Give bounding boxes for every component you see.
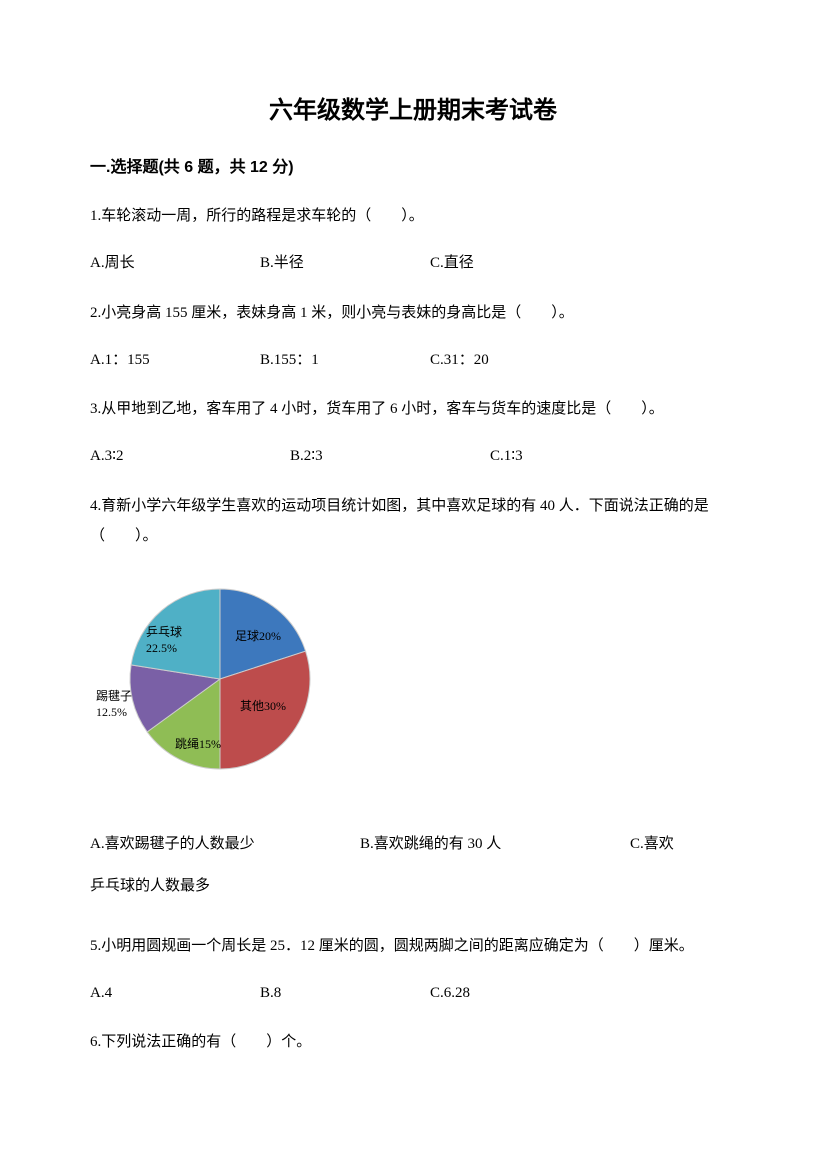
- pie-chart: 足球20% 其他30% 跳绳15% 踢毽子12.5% 乒乓球22.5%: [90, 569, 350, 799]
- question-6-text: 6.下列说法正确的有（ ）个。: [90, 1027, 736, 1057]
- q1-option-c: C.直径: [430, 249, 630, 278]
- question-1-options: A.周长 B.半径 C.直径: [90, 249, 736, 278]
- q5-option-a: A.4: [90, 979, 260, 1008]
- q5-option-b: B.8: [260, 979, 430, 1008]
- q3-option-a: A.3∶2: [90, 442, 290, 471]
- pie-slice-label: 踢毽子: [96, 689, 132, 705]
- q3-option-b: B.2∶3: [290, 442, 490, 471]
- question-5-text: 5.小明用圆规画一个周长是 25．12 厘米的圆，圆规两脚之间的距离应确定为（ …: [90, 931, 736, 961]
- question-1-text: 1.车轮滚动一周，所行的路程是求车轮的（ ）。: [90, 201, 736, 231]
- q1-option-a: A.周长: [90, 249, 260, 278]
- question-3-options: A.3∶2 B.2∶3 C.1∶3: [90, 442, 736, 471]
- q4-option-a: A.喜欢踢毽子的人数最少: [90, 823, 360, 865]
- pie-slice-label: 22.5%: [146, 641, 177, 657]
- q5-option-c: C.6.28: [430, 979, 630, 1008]
- q2-option-c: C.31：20: [430, 346, 630, 375]
- q2-option-b: B.155：1: [260, 346, 430, 375]
- pie-slice-label: 乒乓球: [146, 625, 182, 641]
- q4-option-c-continued: 乒乓球的人数最多: [90, 865, 736, 907]
- q1-option-b: B.半径: [260, 249, 430, 278]
- question-5-options: A.4 B.8 C.6.28: [90, 979, 736, 1008]
- question-4-options: A.喜欢踢毽子的人数最少 B.喜欢跳绳的有 30 人 C.喜欢 乒乓球的人数最多: [90, 823, 736, 907]
- question-3-text: 3.从甲地到乙地，客车用了 4 小时，货车用了 6 小时，客车与货车的速度比是（…: [90, 394, 736, 424]
- pie-chart-svg: [90, 569, 350, 799]
- pie-slice-label: 其他30%: [240, 699, 286, 715]
- section-1-header: 一.选择题(共 6 题，共 12 分): [90, 153, 736, 177]
- q3-option-c: C.1∶3: [490, 442, 650, 471]
- q4-option-c: C.喜欢: [630, 823, 736, 865]
- question-2-text: 2.小亮身高 155 厘米，表妹身高 1 米，则小亮与表妹的身高比是（ ）。: [90, 298, 736, 328]
- pie-slice-label: 足球20%: [235, 629, 281, 645]
- q2-option-a: A.1：155: [90, 346, 260, 375]
- question-2-options: A.1：155 B.155：1 C.31：20: [90, 346, 736, 375]
- question-4-text: 4.育新小学六年级学生喜欢的运动项目统计如图，其中喜欢足球的有 40 人．下面说…: [90, 491, 736, 551]
- pie-slice-label: 跳绳15%: [175, 737, 221, 753]
- pie-slice-label: 12.5%: [96, 705, 127, 721]
- page-title: 六年级数学上册期末考试卷: [90, 90, 736, 125]
- q4-option-b: B.喜欢跳绳的有 30 人: [360, 823, 630, 865]
